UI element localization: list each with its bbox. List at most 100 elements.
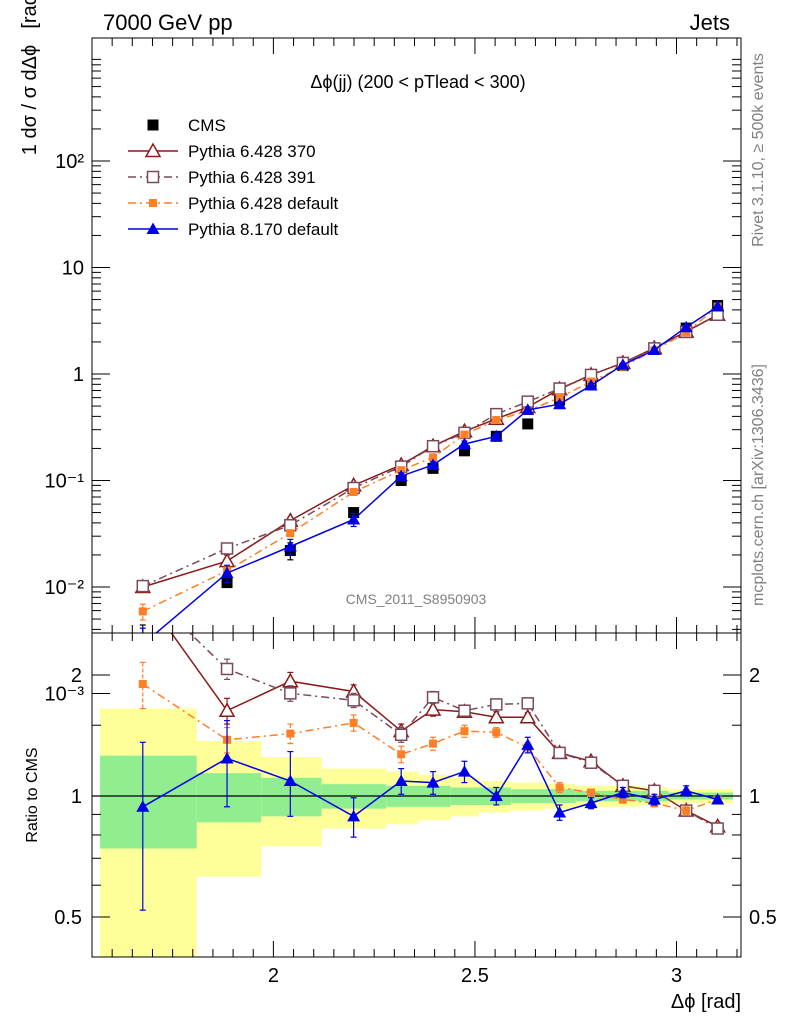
main-y-axis-label-units: [rad⁻¹] (19, 0, 41, 29)
ratio-point (489, 789, 503, 801)
main-point (584, 378, 598, 391)
legend-label: Pythia 8.170 default (188, 220, 339, 239)
y-tick-label: 1 (73, 364, 84, 386)
ratio-point (521, 738, 535, 750)
ratio-point (711, 793, 725, 805)
ratio-y-tick-label-right: 0.5 (749, 907, 777, 929)
y-tick-label: 10⁻³ (45, 684, 85, 706)
main-point (555, 393, 564, 402)
ratio-point (584, 796, 598, 809)
main-point (522, 418, 534, 430)
ratio-point (711, 822, 724, 835)
ratio-point (347, 694, 360, 707)
main-point (647, 343, 661, 356)
ratio-point (457, 765, 471, 777)
ratio-point (284, 687, 297, 700)
main-point (136, 579, 150, 593)
band-inner (196, 773, 262, 823)
ratio-point (426, 691, 440, 704)
main-point (616, 358, 630, 370)
ratio-point (492, 728, 501, 737)
main-point (394, 469, 408, 482)
ratio-point (429, 739, 438, 748)
main-point (679, 320, 693, 333)
ratio-point (136, 800, 150, 812)
main-point (347, 513, 361, 525)
ratio-point (458, 704, 471, 717)
ratio-y-tick-label: 2 (71, 665, 82, 687)
main-point (349, 487, 358, 496)
x-tick-label: 2.5 (461, 965, 489, 987)
legend-marker (146, 170, 160, 184)
main-point (283, 540, 297, 552)
x-tick-label: 2 (268, 965, 279, 987)
ratio-point (618, 795, 627, 804)
main-y-axis-label-fraction: 1 dσ / σ dΔϕ (19, 45, 41, 155)
main-series-4 (136, 300, 725, 650)
ratio-point (679, 784, 693, 796)
ratio-point (283, 774, 297, 786)
watermark: CMS_2011_S8950903 (346, 591, 487, 607)
ratio-point (282, 672, 299, 688)
header-right: Jets (690, 10, 730, 35)
main-point (492, 415, 501, 424)
main-y-axis-label: 1 dσ / σ dΔϕ [rad⁻¹] (19, 0, 41, 155)
ratio-point (555, 783, 564, 792)
y-tick-label: 10⁻¹ (45, 471, 85, 493)
ratio-point (349, 718, 358, 727)
ratio-y-tick-label-right: 1 (749, 786, 760, 808)
legend-label: Pythia 6.428 391 (188, 168, 316, 187)
ratio-series-3 (136, 720, 725, 911)
ratio-point (220, 662, 234, 676)
ratio-series-line-1 (188, 633, 718, 830)
y-tick-label: 10⁻² (45, 577, 85, 599)
main-point (348, 507, 360, 519)
ratio-point (460, 727, 469, 736)
legend-marker (147, 119, 159, 131)
main-point (460, 430, 469, 439)
rivet-label: Rivet 3.1.10, ≥ 500k events (750, 53, 767, 247)
x-tick-label: 3 (671, 965, 682, 987)
ratio-point (584, 756, 598, 769)
main-point (137, 636, 148, 647)
ratio-point (286, 729, 295, 738)
main-point (553, 397, 567, 410)
ratio-y-tick-label: 0.5 (54, 907, 82, 929)
main-point (458, 445, 470, 457)
main-point (553, 382, 566, 395)
ratio-point (682, 806, 691, 815)
legend: CMS Pythia 6.428 370 Pythia 6.428 391 Pythi… (128, 116, 339, 239)
ratio-point (397, 750, 406, 759)
legend-marker (144, 142, 162, 158)
ratio-point (616, 786, 630, 798)
ratio-point (490, 698, 503, 711)
ratio-point (394, 728, 408, 742)
y-tick-label: 10² (55, 151, 84, 173)
ratio-point (424, 701, 442, 716)
main-point (426, 458, 440, 470)
legend-marker (146, 222, 160, 234)
ratio-point (519, 708, 537, 724)
ratio-point (220, 751, 234, 764)
ratio-point (488, 708, 505, 724)
x-axis-label: Δϕ [rad] (671, 991, 741, 1013)
ratio-y-tick-label: 1 (71, 786, 82, 808)
main-point (286, 529, 295, 538)
main-point (489, 429, 503, 442)
ratio-point (587, 788, 596, 797)
ratio-point (553, 746, 566, 760)
main-point (136, 638, 149, 650)
main-point (220, 566, 234, 579)
main-point (711, 300, 725, 312)
main-series-0 (137, 299, 724, 647)
legend-label: Pythia 6.428 default (188, 194, 339, 213)
ratio-y-axis-label: Ratio to CMS (24, 747, 41, 842)
legend-marker (149, 199, 157, 207)
ratio-point (426, 776, 440, 788)
ratio-point (138, 679, 147, 688)
legend-label: CMS (188, 116, 226, 135)
main-point (457, 437, 471, 450)
ratio-series-1 (188, 633, 724, 835)
main-panel: 10⁻³ 10⁻² 10⁻¹ 1 10 10² Δϕ(jj) (200 < pTlead … (19, 0, 742, 706)
